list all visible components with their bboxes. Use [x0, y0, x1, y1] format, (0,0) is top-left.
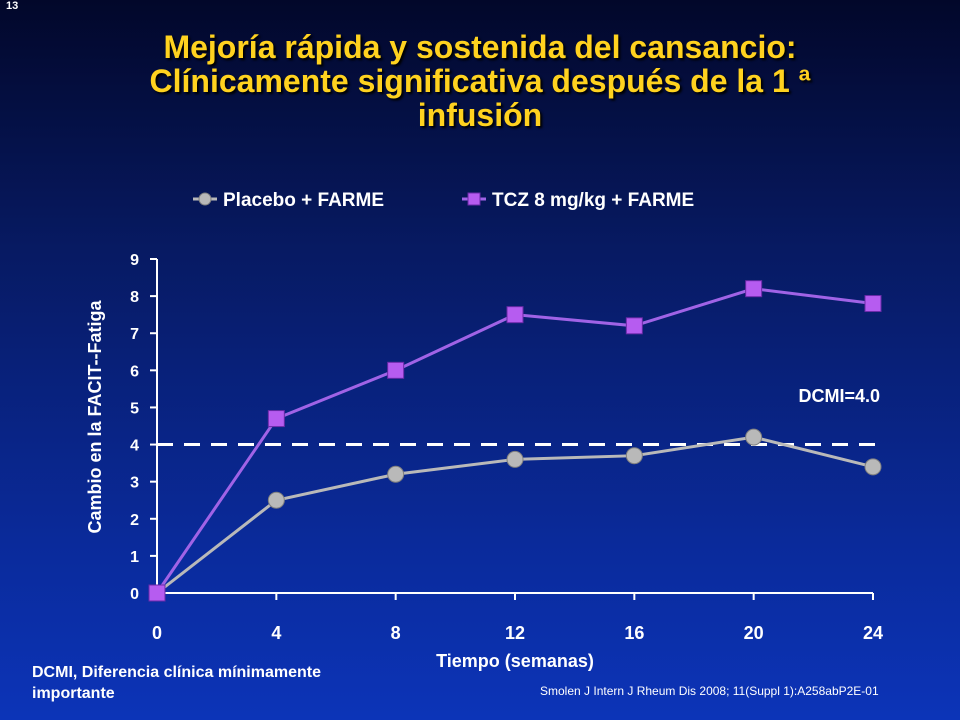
- legend-marker-tcz: [467, 192, 481, 206]
- legend-label: Placebo + FARME: [223, 190, 384, 211]
- tcz-point: [745, 280, 763, 298]
- dcmi-label: DCMI=4.0: [798, 386, 880, 406]
- placebo-point: [625, 447, 643, 465]
- tcz-point: [506, 306, 524, 324]
- placebo-point: [506, 450, 524, 468]
- y-tick-label: 5: [130, 400, 139, 417]
- y-tick-label: 6: [130, 363, 139, 380]
- footnote: DCMI, Diferencia clínica mínimamente imp…: [32, 662, 392, 704]
- x-tick-label: 8: [391, 623, 401, 643]
- x-tick-label: 20: [744, 623, 764, 643]
- y-tick-label: 4: [130, 438, 139, 455]
- footnote-line-2: importante: [32, 685, 115, 702]
- chart-series: [148, 280, 882, 602]
- tcz-point: [148, 584, 166, 602]
- tcz-point: [387, 361, 405, 379]
- chart-legend: Placebo + FARME TCZ 8 mg/kg + FARME: [193, 190, 694, 211]
- y-tick-label: 2: [130, 512, 139, 529]
- placebo-point: [864, 458, 882, 476]
- title-line-1: Mejoría rápida y sostenida del cansancio…: [163, 29, 797, 65]
- slide-title: Mejoría rápida y sostenida del cansancio…: [40, 30, 920, 132]
- x-tick-label: 0: [152, 623, 162, 643]
- slide-number: 13: [6, 0, 19, 12]
- y-tick-label: 1: [130, 549, 139, 566]
- legend-marker-placebo: [198, 192, 212, 206]
- legend-label: TCZ 8 mg/kg + FARME: [492, 190, 694, 211]
- x-tick-label: 12: [505, 623, 525, 643]
- tcz-point: [267, 410, 285, 428]
- x-tick-label: 4: [271, 623, 281, 643]
- x-tick-label: 24: [863, 623, 883, 643]
- tcz-point: [864, 295, 882, 313]
- x-axis-label: Tiempo (semanas): [436, 651, 594, 671]
- y-tick-label: 8: [130, 289, 139, 306]
- tcz-point: [625, 317, 643, 335]
- x-tick-label: 16: [624, 623, 644, 643]
- footnote-line-1: DCMI, Diferencia clínica mínimamente: [32, 664, 321, 681]
- y-tick-label: 0: [130, 586, 139, 603]
- citation: Smolen J Intern J Rheum Dis 2008; 11(Sup…: [540, 684, 879, 698]
- y-axis-label: Cambio en la FACIT--Fatiga: [85, 300, 105, 534]
- y-tick-label: 3: [130, 475, 139, 492]
- y-tick-label: 9: [130, 252, 139, 269]
- y-tick-label: 7: [130, 326, 139, 343]
- title-line-3: infusión: [417, 97, 543, 133]
- title-line-2: Clínicamente significativa después de la…: [149, 63, 811, 99]
- placebo-point: [745, 428, 763, 446]
- placebo-point: [387, 465, 405, 483]
- placebo-point: [267, 491, 285, 509]
